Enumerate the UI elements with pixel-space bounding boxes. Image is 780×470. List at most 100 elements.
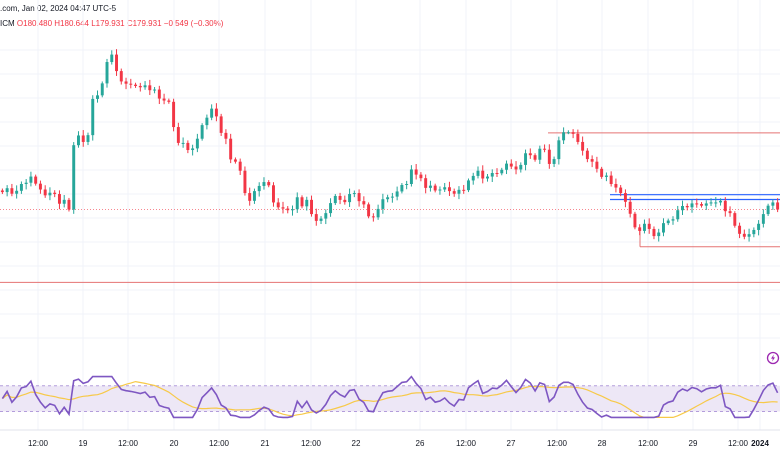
candle — [371, 213, 375, 222]
candle — [291, 205, 294, 216]
candle-body — [486, 176, 489, 179]
candle-body — [195, 138, 199, 149]
candle-body — [424, 178, 428, 188]
candle — [343, 195, 347, 205]
candle — [110, 50, 114, 65]
candle — [600, 166, 604, 179]
candle — [67, 197, 71, 212]
candle — [34, 174, 38, 186]
candle — [357, 189, 361, 207]
candle — [390, 192, 394, 203]
candle-body — [738, 225, 742, 234]
candle-body — [519, 164, 523, 170]
candle — [86, 132, 90, 146]
candle-body — [157, 89, 161, 99]
candle-body — [319, 218, 323, 221]
candle — [5, 185, 9, 197]
candle — [157, 85, 161, 105]
close-value: C179.931 — [126, 19, 162, 28]
candle-body — [134, 84, 138, 86]
candle — [424, 174, 428, 194]
candle — [53, 190, 57, 198]
time-axis-label: 20 — [170, 439, 179, 448]
candle-body — [272, 185, 275, 203]
candle-body — [72, 145, 76, 210]
candle — [400, 183, 404, 194]
candle — [262, 177, 266, 190]
lightning-icon[interactable] — [766, 351, 780, 365]
candle-body — [652, 228, 656, 237]
candle-body — [229, 138, 233, 160]
candle — [233, 157, 237, 164]
candle — [471, 172, 475, 185]
candle — [509, 159, 513, 170]
candle — [690, 199, 694, 213]
candle — [24, 179, 28, 190]
candle-body — [86, 135, 90, 142]
candle — [115, 49, 118, 76]
candle-body — [700, 204, 703, 206]
candle — [695, 198, 699, 208]
candle-body — [671, 219, 675, 221]
candle — [143, 81, 147, 90]
candle-body — [381, 199, 385, 209]
time-axis-label: 12:00 — [728, 439, 749, 448]
candle-body — [500, 169, 504, 174]
candle-body — [595, 161, 599, 169]
candle — [72, 142, 76, 214]
candle — [176, 122, 180, 146]
candle — [219, 113, 223, 136]
price-levels — [0, 132, 780, 283]
candle-body — [433, 185, 437, 191]
candle — [581, 136, 585, 156]
candle — [747, 228, 751, 242]
candle — [476, 166, 480, 179]
candle-body — [443, 187, 447, 190]
candle — [495, 168, 499, 178]
candle — [62, 195, 66, 208]
candle-body — [690, 203, 694, 208]
time-axis-label: 12:00 — [209, 439, 230, 448]
candle — [281, 201, 285, 214]
candle — [129, 78, 133, 89]
time-axis-label: 28 — [598, 439, 607, 448]
candle — [728, 206, 732, 217]
candle — [191, 144, 195, 156]
candle — [481, 165, 485, 184]
candle-body — [538, 148, 542, 160]
candle-body — [343, 199, 347, 203]
candle — [419, 172, 423, 182]
candle-body — [462, 189, 466, 191]
candle-body — [400, 184, 404, 192]
candle — [48, 187, 52, 201]
candle-body — [224, 132, 228, 139]
candle-body — [771, 202, 775, 206]
candle — [642, 219, 646, 234]
candle — [310, 195, 313, 217]
candle — [666, 218, 670, 226]
candle — [38, 180, 42, 194]
candle — [324, 209, 328, 225]
candle — [614, 178, 618, 193]
candle — [162, 93, 166, 105]
candle — [500, 167, 504, 176]
candle-body — [604, 175, 608, 177]
candle-body — [576, 133, 580, 142]
candle-body — [348, 194, 352, 203]
candle-body — [562, 132, 566, 141]
candle-body — [452, 191, 456, 194]
candle — [205, 114, 209, 130]
candle-body — [585, 150, 589, 160]
candle — [766, 203, 770, 217]
candle-body — [371, 216, 375, 218]
candle — [633, 211, 637, 230]
candle — [595, 156, 599, 173]
candle — [557, 136, 561, 165]
candle-body — [657, 232, 661, 237]
candle-body — [100, 83, 104, 96]
candle — [685, 203, 689, 211]
candle-body — [757, 223, 761, 230]
candle — [533, 153, 537, 162]
candle-body — [681, 206, 684, 211]
candle — [709, 198, 713, 206]
